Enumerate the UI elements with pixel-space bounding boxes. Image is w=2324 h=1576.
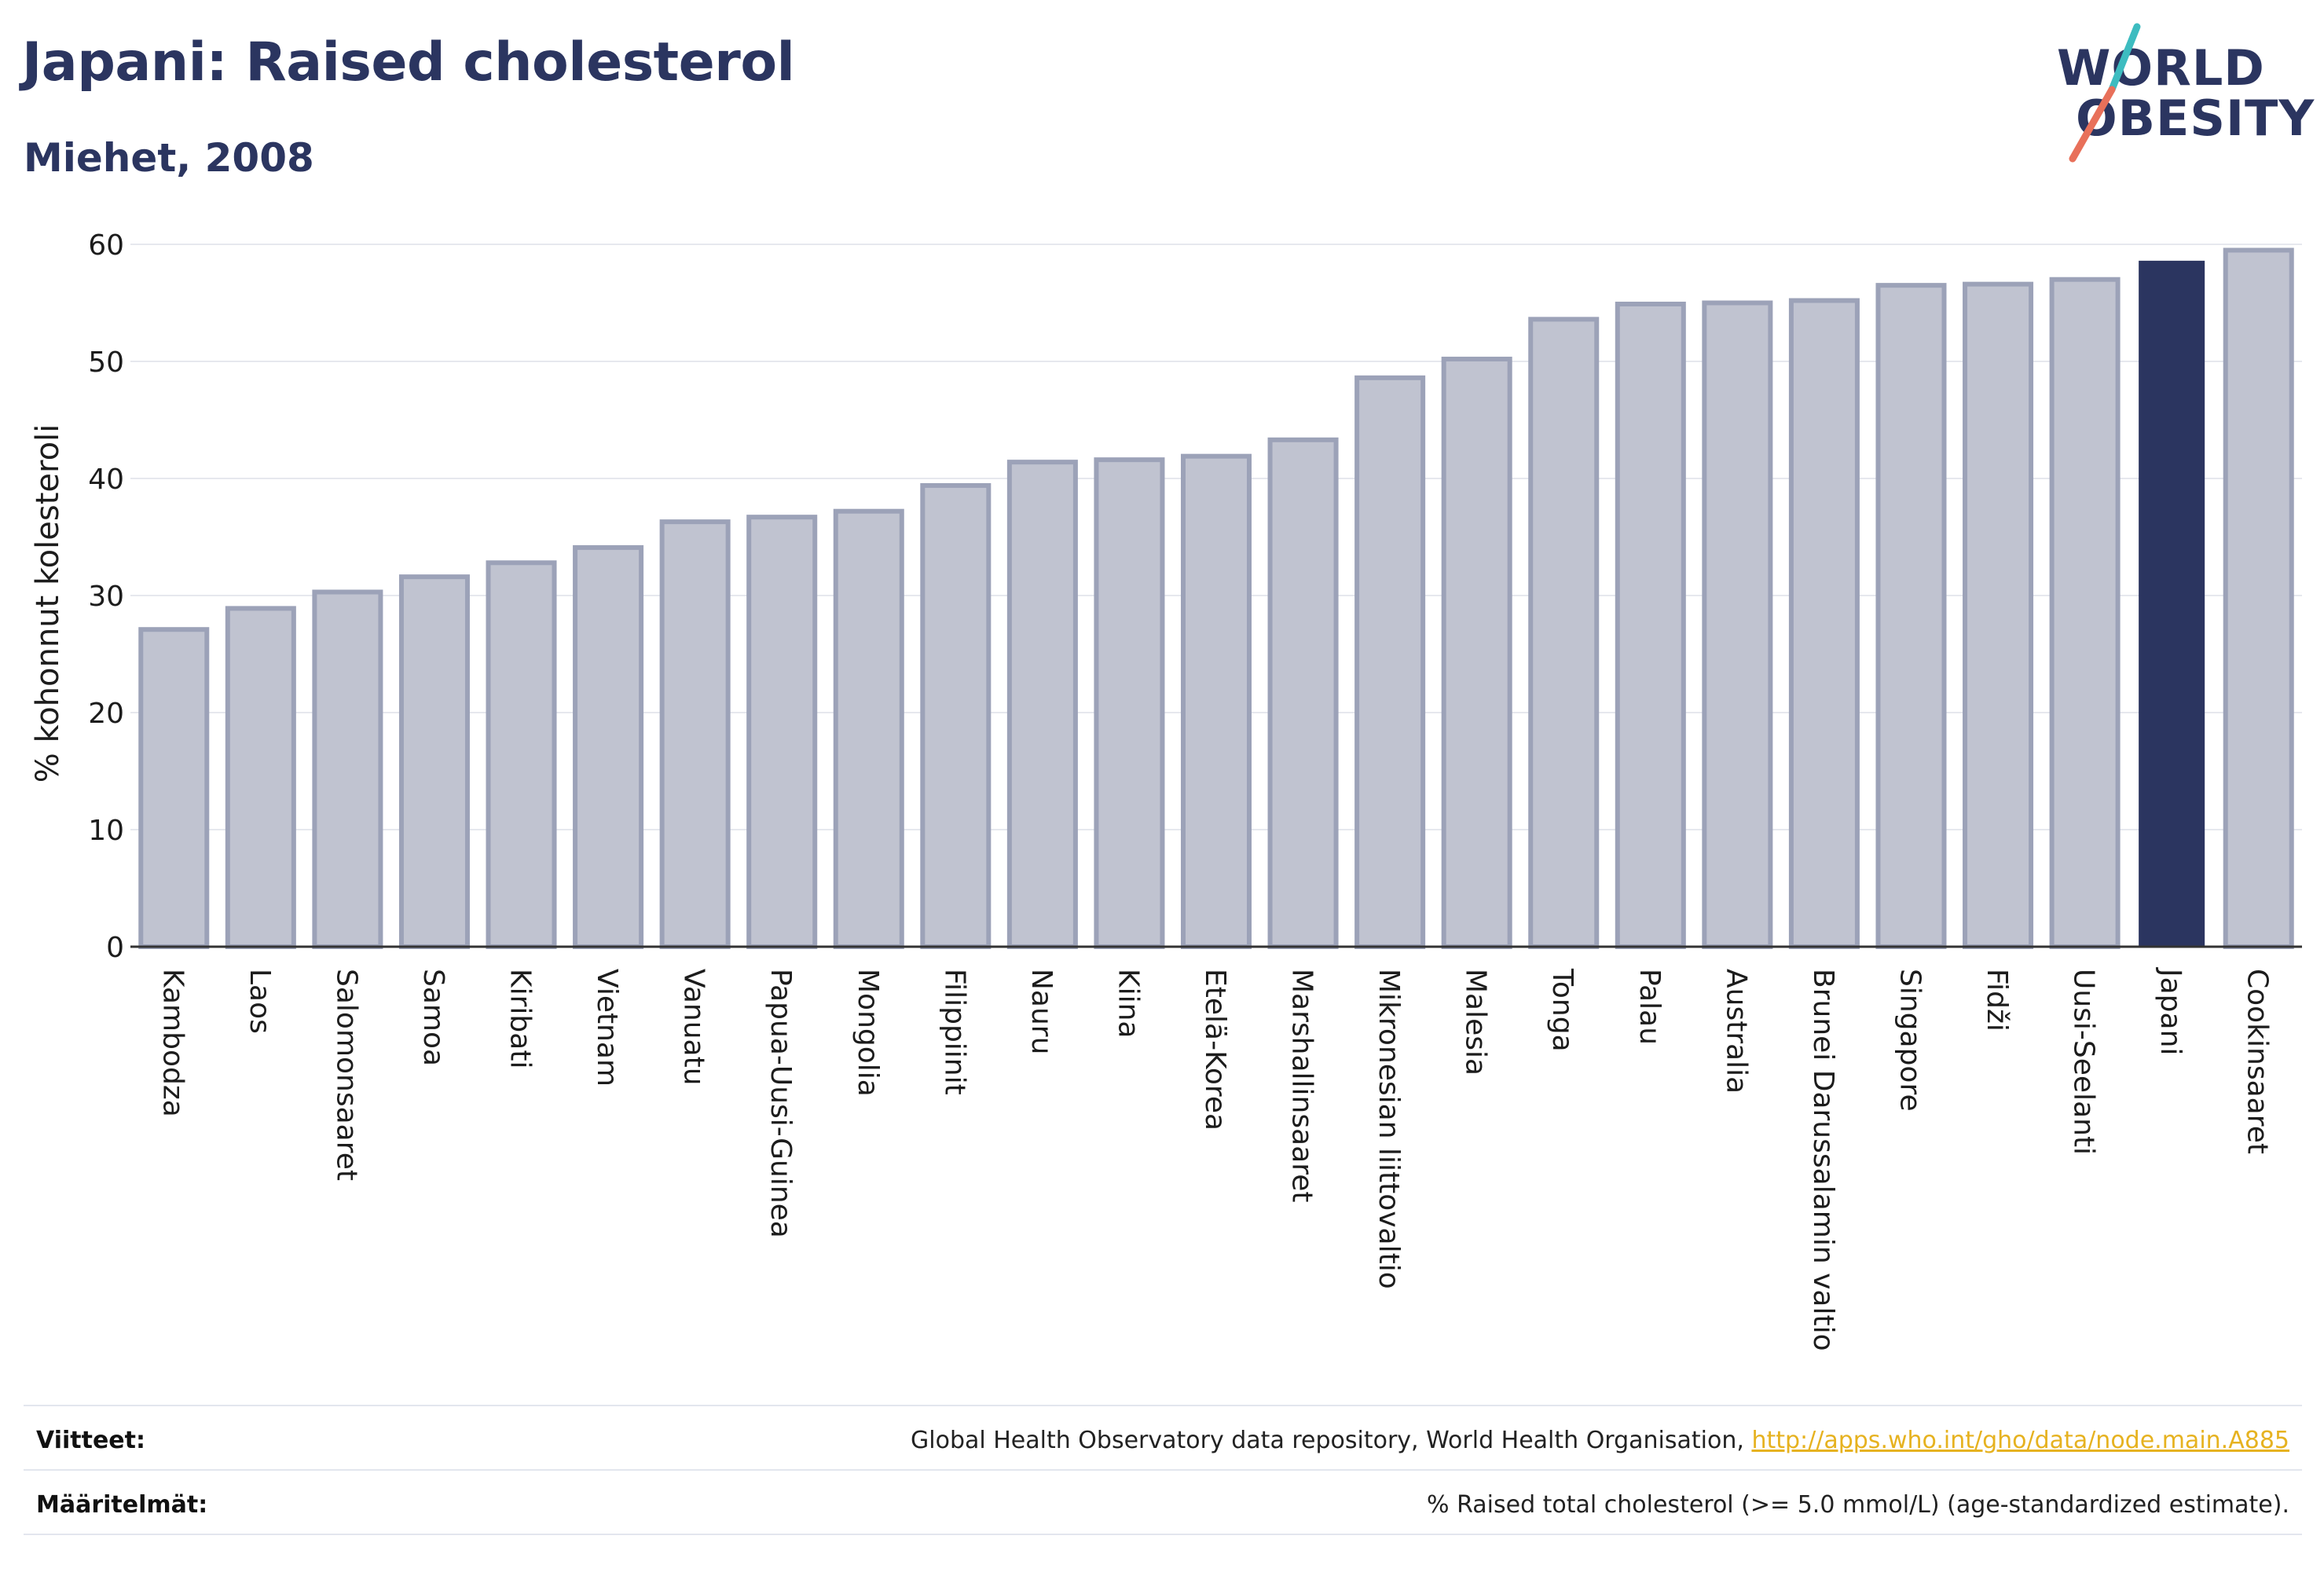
x-tick-label: Salomonsaaret xyxy=(330,969,362,1181)
bar xyxy=(312,589,383,949)
bar xyxy=(1267,437,1339,949)
definitions-value: % Raised total cholesterol (>= 5.0 mmol/… xyxy=(1427,1491,2289,1519)
chart-subtitle: Miehet, 2008 xyxy=(24,135,314,181)
bar xyxy=(1963,281,2034,950)
y-axis-label: % kohonnut kolesteroli xyxy=(30,424,66,783)
y-axis-ticks: 0 10 20 30 40 50 60 xyxy=(88,229,124,964)
y-tick-label: 50 xyxy=(88,346,124,379)
x-tick-label: Uusi-Seelanti xyxy=(2068,969,2100,1155)
bar xyxy=(1441,357,1512,949)
x-tick-label: Mikronesian liittovaltio xyxy=(1373,969,1405,1289)
bar xyxy=(659,519,731,949)
x-tick-label: Brunei Darussalamin valtio xyxy=(1807,969,1839,1351)
y-tick-label: 40 xyxy=(88,464,124,496)
y-tick-label: 10 xyxy=(88,815,124,847)
references-text: Global Health Observatory data repositor… xyxy=(911,1427,1752,1454)
footer-divider xyxy=(24,1534,2302,1535)
bar xyxy=(398,574,470,949)
bar xyxy=(2139,260,2205,947)
bar xyxy=(1788,298,1860,949)
x-tick-label: Kiina xyxy=(1112,969,1144,1039)
bar xyxy=(1615,301,1686,950)
y-tick-label: 30 xyxy=(88,581,124,613)
bar xyxy=(1094,457,1165,950)
bar xyxy=(833,508,904,950)
bar xyxy=(138,627,210,950)
x-tick-label: Filippiinit xyxy=(938,969,970,1095)
y-tick-label: 60 xyxy=(88,229,124,262)
x-tick-label: Australia xyxy=(1720,969,1752,1094)
x-tick-label: Cookinsaaret xyxy=(2242,969,2274,1154)
bar-chart: 0 10 20 30 40 50 60 Kambodza Laos Salomonsaaret S… xyxy=(30,229,2302,1351)
bar xyxy=(1528,317,1600,950)
bar xyxy=(1354,375,1426,950)
bar xyxy=(920,482,992,949)
references-row: Viitteet: Global Health Observatory data… xyxy=(24,1405,2302,1469)
bar xyxy=(1180,453,1252,949)
bar xyxy=(486,560,557,949)
x-tick-label: Vietnam xyxy=(591,969,623,1087)
references-link[interactable]: http://apps.who.int/gho/data/node.main.A… xyxy=(1751,1427,2289,1454)
x-tick-label: Fidži xyxy=(1981,969,2013,1032)
y-tick-label: 0 xyxy=(106,932,124,964)
x-axis-labels: Kambodza Laos Salomonsaaret Samoa Kiribati Vi… xyxy=(156,967,2273,1351)
x-tick-label: Palau xyxy=(1633,969,1666,1045)
references-value: Global Health Observatory data repositor… xyxy=(911,1427,2289,1454)
x-tick-label: Etelä-Korea xyxy=(1199,969,1231,1131)
x-tick-label: Kambodza xyxy=(156,969,189,1117)
bar xyxy=(2049,277,2121,949)
bar xyxy=(1875,283,1947,949)
logo-text-obesity: OBESITY xyxy=(2076,90,2315,147)
x-tick-label: Papua-Uusi-Guinea xyxy=(764,969,797,1238)
y-tick-label: 20 xyxy=(88,698,124,730)
bar xyxy=(2223,247,2294,949)
x-tick-label: Mongolia xyxy=(852,969,884,1097)
bar xyxy=(573,544,644,949)
x-tick-label: Marshallinsaaret xyxy=(1286,969,1318,1203)
x-tick-label: Tonga xyxy=(1546,968,1578,1052)
x-tick-label: Kiribati xyxy=(504,969,537,1068)
x-tick-label: Laos xyxy=(244,969,276,1034)
x-tick-label: Samoa xyxy=(417,969,449,1066)
bar xyxy=(1006,460,1078,949)
chart-title: Japani: Raised cholesterol xyxy=(22,31,795,93)
logo-text-world: WORLD xyxy=(2057,39,2265,97)
logo-slash-icon xyxy=(2069,23,2141,163)
x-tick-label: Vanuatu xyxy=(678,969,710,1086)
world-obesity-logo: WORLD OBESITY xyxy=(2051,19,2314,168)
definitions-row: Määritelmät: % Raised total cholesterol … xyxy=(24,1469,2302,1534)
x-tick-label: Japani xyxy=(2154,967,2187,1055)
bar xyxy=(1702,300,1773,949)
x-tick-label: Malesia xyxy=(1460,969,1492,1076)
references-label: Viitteet: xyxy=(36,1427,145,1454)
definitions-label: Määritelmät: xyxy=(36,1491,208,1519)
x-tick-label: Singapore xyxy=(1893,969,1926,1112)
bars xyxy=(138,247,2294,950)
x-tick-label: Nauru xyxy=(1025,969,1058,1054)
bar xyxy=(225,606,296,949)
bar xyxy=(746,515,818,950)
